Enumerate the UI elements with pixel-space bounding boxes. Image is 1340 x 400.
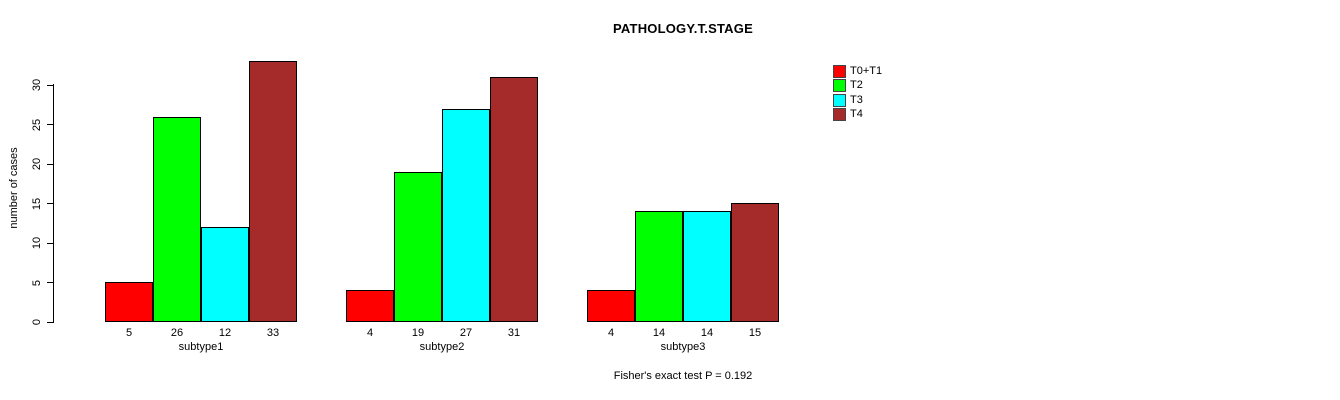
bar-value-label: 12 [218, 327, 232, 339]
bar-t4-subtype2 [490, 77, 538, 322]
y-tick [47, 321, 54, 323]
bar-value-label: 26 [170, 327, 184, 339]
legend-label: T4 [850, 108, 863, 120]
chart-title: PATHOLOGY.T.STAGE [613, 21, 753, 36]
bar-t0-t1-subtype1 [105, 282, 153, 322]
bar-t3-subtype2 [442, 109, 490, 322]
y-tick-label: 10 [31, 236, 43, 250]
legend-label: T0+T1 [850, 65, 883, 77]
y-axis-label: number of cases [8, 147, 20, 229]
y-tick [47, 124, 54, 125]
bar-t2-subtype1 [153, 117, 201, 322]
bar-t0-t1-subtype2 [346, 290, 394, 322]
group-label-subtype3: subtype3 [660, 341, 706, 353]
legend-swatch-t4 [833, 108, 846, 121]
y-tick-label: 20 [31, 157, 43, 171]
y-tick-label: 30 [31, 78, 43, 92]
legend-swatch-t3 [833, 94, 846, 107]
bar-value-label: 33 [266, 327, 280, 339]
legend-label: T2 [850, 79, 863, 91]
legend-label: T3 [850, 94, 863, 106]
y-tick [47, 203, 54, 204]
bar-value-label: 4 [607, 327, 615, 339]
bar-value-label: 15 [748, 327, 762, 339]
bar-t0-t1-subtype3 [587, 290, 635, 322]
bar-value-label: 31 [507, 327, 521, 339]
bar-value-label: 4 [366, 327, 374, 339]
group-label-subtype1: subtype1 [178, 341, 224, 353]
bar-value-label: 19 [411, 327, 425, 339]
y-tick [47, 282, 54, 283]
bar-value-label: 14 [700, 327, 714, 339]
bar-t3-subtype1 [201, 227, 249, 322]
bar-value-label: 14 [652, 327, 666, 339]
bar-value-label: 27 [459, 327, 473, 339]
bar-value-label: 5 [125, 327, 133, 339]
bar-t2-subtype3 [635, 211, 683, 322]
bar-t2-subtype2 [394, 172, 442, 322]
legend-swatch-t2 [833, 79, 846, 92]
stat-test-label: Fisher's exact test P = 0.192 [613, 370, 753, 382]
y-tick-label: 25 [31, 118, 43, 131]
y-tick [47, 242, 54, 244]
legend-swatch-t0-t1 [833, 65, 846, 78]
group-label-subtype2: subtype2 [419, 341, 465, 353]
y-tick-label: 15 [31, 197, 43, 210]
bar-t4-subtype3 [731, 203, 779, 322]
bar-t3-subtype3 [683, 211, 731, 322]
y-tick [47, 84, 54, 86]
bar-t4-subtype1 [249, 61, 297, 322]
y-tick [47, 163, 54, 165]
y-tick-label: 0 [31, 318, 43, 326]
y-tick-label: 5 [31, 279, 43, 286]
